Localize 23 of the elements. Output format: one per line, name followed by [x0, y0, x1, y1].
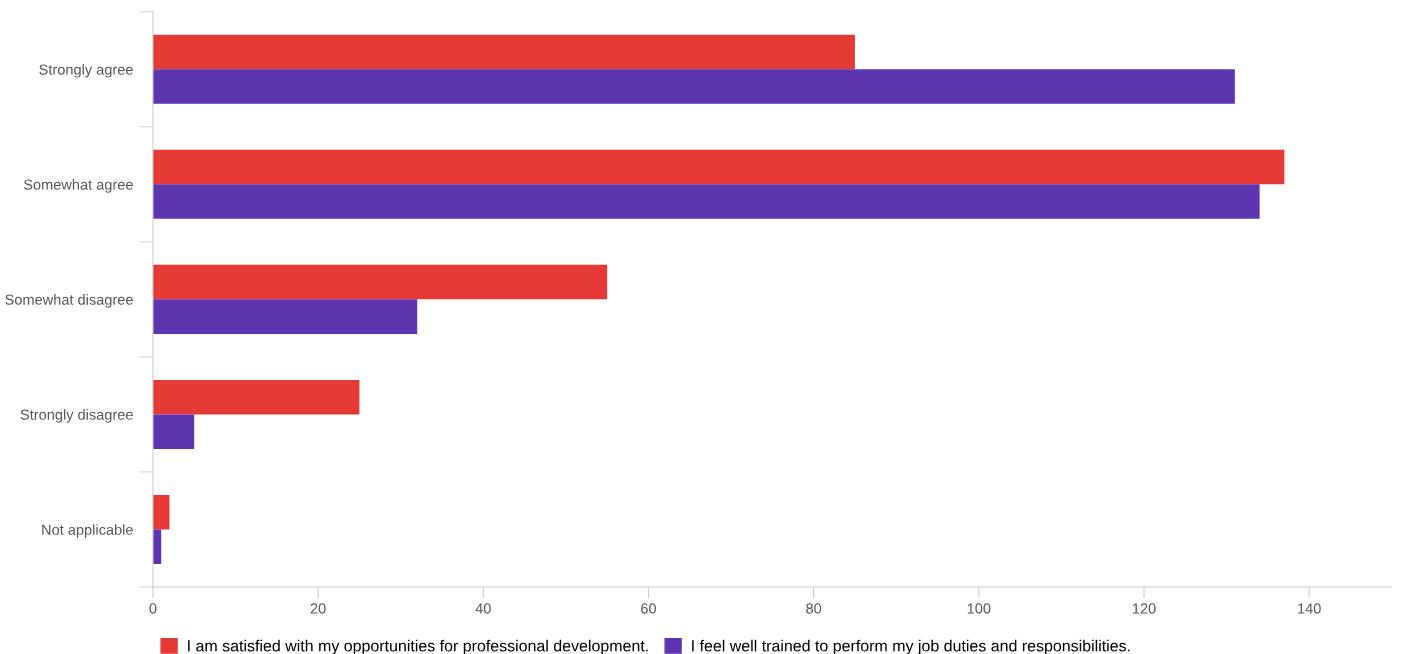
legend-label: I feel well trained to perform my job duties and responsibilities.: [692, 639, 1130, 654]
x-tick-label: 100: [967, 603, 991, 614]
x-tick-label: 20: [310, 603, 326, 614]
x-tick-label: 40: [475, 603, 491, 614]
legend-label: I am satisfied with my opportunities for professional development.: [188, 639, 648, 654]
y-tick-label: Strongly disagree: [20, 409, 133, 423]
y-tick-label: Not applicable: [42, 524, 133, 538]
x-tick-label: 0: [149, 603, 157, 614]
x-tick-label: 60: [641, 603, 657, 614]
y-tick-label: Strongly agree: [39, 64, 133, 78]
x-tick-label: 120: [1132, 603, 1156, 614]
bar: [152, 299, 418, 334]
x-tick-label: 140: [1298, 603, 1321, 614]
x-tick-label: 80: [806, 603, 822, 614]
bar: [152, 264, 608, 300]
bar: [152, 414, 195, 449]
y-tick-label: Somewhat disagree: [5, 294, 133, 308]
bar: [152, 69, 1235, 104]
bar: [152, 184, 1260, 219]
bar: [152, 34, 855, 70]
y-tick-label: Somewhat agree: [23, 179, 133, 193]
bar: [152, 379, 360, 415]
bar: [152, 149, 1285, 185]
